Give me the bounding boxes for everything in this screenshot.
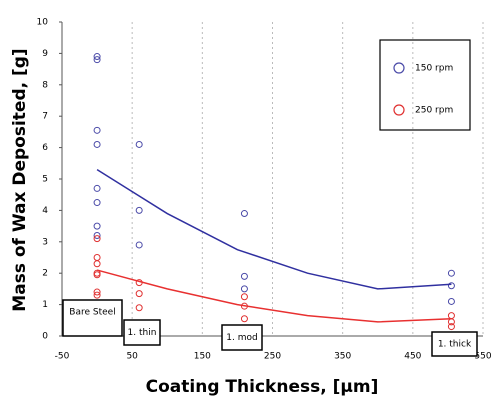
y-tick-label: 6 [42,143,48,153]
y-tick-label: 8 [42,80,48,90]
y-tick-label: 9 [42,49,48,59]
legend-label: 150 rpm [415,64,453,74]
point [93,254,101,261]
x-tick-label: 250 [264,352,281,362]
point [447,312,455,320]
point [135,304,143,312]
point [240,272,248,280]
legend-marker [393,62,405,74]
x-tick-label: 50 [126,352,138,362]
legend-label: 250 rpm [415,106,453,116]
point [93,199,101,207]
point [240,315,248,323]
y-tick-label: 2 [42,269,48,279]
point [93,184,101,192]
point [93,222,101,230]
trend-line [96,168,452,290]
point [240,210,248,218]
y-tick-label: 1 [42,300,48,310]
annotation-box [431,331,478,357]
annotation-box [221,324,263,351]
y-axis-label: Mass of Wax Deposited, [g] [10,48,30,311]
point [135,206,143,214]
point [93,56,101,64]
point [240,285,248,293]
point [447,297,455,305]
point [93,126,101,134]
annotation: 1. thin [128,328,157,338]
x-tick-label: 550 [474,352,491,362]
point [135,140,143,148]
annotation: 1. thick [438,340,472,350]
point [93,291,101,299]
annotation: 1. mod [226,333,257,343]
x-axis-label: Coating Thickness, [µm] [146,377,379,397]
y-tick-label: 7 [42,112,48,122]
point [447,323,455,331]
annotation: Bare Steel [69,308,115,318]
point [93,235,101,243]
point [135,241,143,249]
y-tick-label: 10 [37,18,49,28]
x-tick-label: 150 [194,352,211,362]
x-tick-label: 350 [334,352,351,362]
legend-marker [393,104,405,116]
point [93,260,101,268]
annotation-box [123,319,161,346]
point [93,271,101,279]
x-tick-label: 450 [404,352,421,362]
point [447,269,455,277]
y-tick-label: 0 [42,332,48,342]
x-tick-label: -50 [55,352,70,362]
point [447,282,455,290]
trend-line [96,269,452,323]
point [93,288,101,296]
point [93,53,101,61]
y-tick-label: 3 [42,237,48,247]
point [240,293,248,301]
point [135,290,143,298]
point [93,140,101,148]
annotation-box [62,299,123,337]
y-tick-label: 5 [42,175,48,185]
point [93,232,101,240]
legend-box [379,39,471,131]
y-tick-label: 4 [42,206,48,216]
